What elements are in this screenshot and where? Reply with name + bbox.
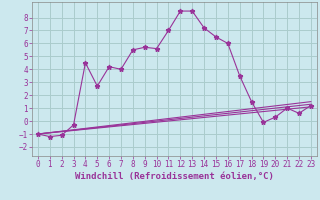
X-axis label: Windchill (Refroidissement éolien,°C): Windchill (Refroidissement éolien,°C) xyxy=(75,172,274,181)
